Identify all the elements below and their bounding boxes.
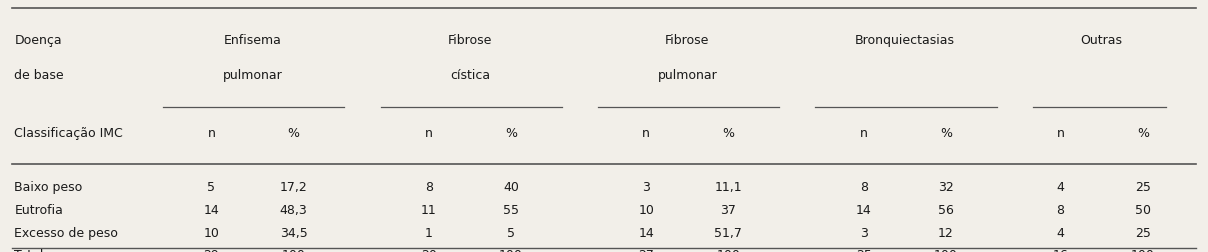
Text: Classificação IMC: Classificação IMC — [14, 127, 123, 140]
Text: 14: 14 — [855, 204, 872, 217]
Text: 25: 25 — [1134, 227, 1151, 240]
Text: 17,2: 17,2 — [280, 181, 307, 194]
Text: 100: 100 — [499, 249, 523, 252]
Text: 10: 10 — [638, 204, 655, 217]
Text: 55: 55 — [503, 204, 519, 217]
Text: 48,3: 48,3 — [280, 204, 307, 217]
Text: 27: 27 — [638, 249, 655, 252]
Text: 25: 25 — [855, 249, 872, 252]
Text: 11,1: 11,1 — [715, 181, 742, 194]
Text: 34,5: 34,5 — [280, 227, 307, 240]
Text: pulmonar: pulmonar — [222, 69, 283, 82]
Text: n: n — [425, 127, 432, 140]
Text: 100: 100 — [281, 249, 306, 252]
Text: 8: 8 — [1057, 204, 1064, 217]
Text: Eutrofia: Eutrofia — [14, 204, 63, 217]
Text: 4: 4 — [1057, 181, 1064, 194]
Text: 40: 40 — [503, 181, 519, 194]
Text: 8: 8 — [425, 181, 432, 194]
Text: 12: 12 — [937, 227, 954, 240]
Text: de base: de base — [14, 69, 64, 82]
Text: cística: cística — [449, 69, 490, 82]
Text: 37: 37 — [720, 204, 737, 217]
Text: 100: 100 — [934, 249, 958, 252]
Text: %: % — [722, 127, 734, 140]
Text: Fibrose: Fibrose — [448, 34, 492, 47]
Text: 25: 25 — [1134, 181, 1151, 194]
Text: 14: 14 — [203, 204, 220, 217]
Text: Total: Total — [14, 249, 43, 252]
Text: 8: 8 — [860, 181, 867, 194]
Text: 100: 100 — [716, 249, 741, 252]
Text: 11: 11 — [420, 204, 437, 217]
Text: Baixo peso: Baixo peso — [14, 181, 82, 194]
Text: Doença: Doença — [14, 34, 62, 47]
Text: Enfisema: Enfisema — [223, 34, 281, 47]
Text: 14: 14 — [638, 227, 655, 240]
Text: %: % — [288, 127, 300, 140]
Text: 1: 1 — [425, 227, 432, 240]
Text: 51,7: 51,7 — [714, 227, 743, 240]
Text: 20: 20 — [420, 249, 437, 252]
Text: 32: 32 — [937, 181, 954, 194]
Text: 56: 56 — [937, 204, 954, 217]
Text: 16: 16 — [1052, 249, 1069, 252]
Text: 100: 100 — [1131, 249, 1155, 252]
Text: 29: 29 — [203, 249, 220, 252]
Text: 10: 10 — [203, 227, 220, 240]
Text: 5: 5 — [208, 181, 215, 194]
Text: n: n — [643, 127, 650, 140]
Text: 3: 3 — [643, 181, 650, 194]
Text: n: n — [1057, 127, 1064, 140]
Text: 50: 50 — [1134, 204, 1151, 217]
Text: 4: 4 — [1057, 227, 1064, 240]
Text: n: n — [208, 127, 215, 140]
Text: Bronquiectasias: Bronquiectasias — [855, 34, 954, 47]
Text: pulmonar: pulmonar — [657, 69, 718, 82]
Text: %: % — [1137, 127, 1149, 140]
Text: %: % — [505, 127, 517, 140]
Text: 3: 3 — [860, 227, 867, 240]
Text: Excesso de peso: Excesso de peso — [14, 227, 118, 240]
Text: Fibrose: Fibrose — [666, 34, 709, 47]
Text: n: n — [860, 127, 867, 140]
Text: %: % — [940, 127, 952, 140]
Text: 5: 5 — [507, 227, 515, 240]
Text: Outras: Outras — [1081, 34, 1122, 47]
